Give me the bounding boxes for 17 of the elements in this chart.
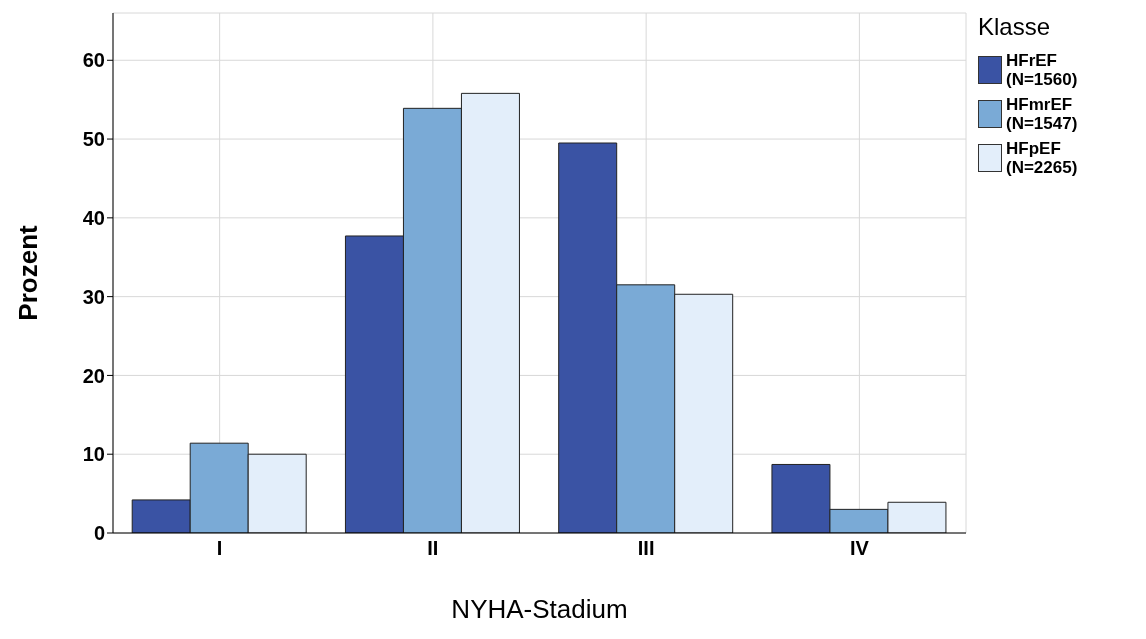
x-tick-label: I xyxy=(216,537,223,560)
y-tick-label: 60 xyxy=(82,49,105,72)
x-tick-label: III xyxy=(637,537,655,560)
x-tick-label: II xyxy=(427,537,439,560)
y-tick-label: 30 xyxy=(82,285,105,308)
legend-label: HFmrEF (N=1547) xyxy=(1006,95,1079,133)
y-tick-label: 10 xyxy=(82,443,105,466)
x-axis-title: NYHA-Stadium xyxy=(451,594,628,624)
y-tick-label: 40 xyxy=(82,206,105,229)
legend-label: HFrEF (N=1560) xyxy=(1006,51,1079,89)
y-tick-label: 0 xyxy=(93,522,105,545)
y-tick-label: 20 xyxy=(82,364,105,387)
x-tick-label: IV xyxy=(849,537,870,560)
legend-label: HFpEF (N=2265) xyxy=(1006,139,1079,177)
y-tick-label: 50 xyxy=(82,128,105,151)
y-axis-title: Prozent xyxy=(13,224,44,321)
legend-title: Klasse xyxy=(978,13,1052,41)
